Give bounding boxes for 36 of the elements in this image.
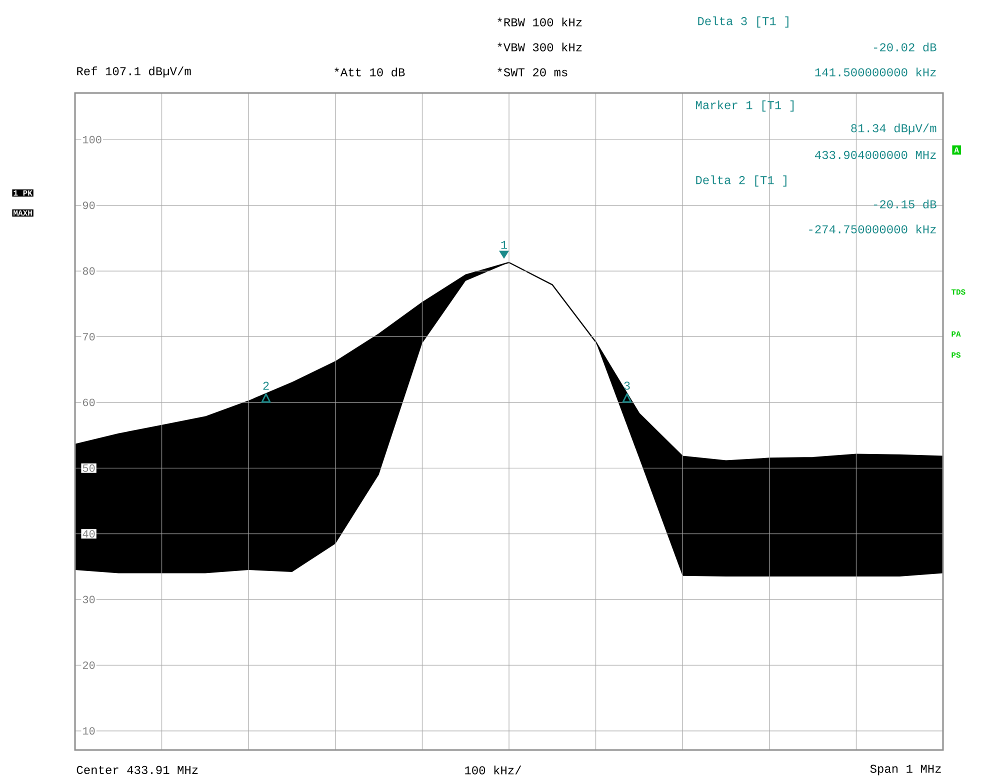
y-tick-label: 90 [82,202,95,210]
text: A [954,147,959,153]
annotation: Marker 1 [T1 ] [696,100,794,112]
y-tick-label: 50 [82,464,95,472]
y-tick-label: 60 [83,398,95,406]
y-tick-label: 80 [82,267,95,275]
y-tick-label: 40 [82,530,95,538]
annotation: 3 [624,382,630,390]
annotation: -274.750000000 kHz [809,224,936,234]
y-tick-label: 10 [83,727,95,735]
annotation: 2 [263,382,269,390]
text: 1 PK [14,190,32,196]
text: PA [952,331,961,337]
text: MAXH [14,210,32,216]
y-tick-label: 30 [82,596,95,604]
text: Span 1 MHz [870,764,941,776]
text: TDS [951,289,966,295]
text: *SWT 20 ms [498,68,568,76]
y-tick-label: 70 [83,333,95,340]
annotation: Delta 2 [T1 ] [696,175,786,187]
annotation: -20.15 dB [874,200,936,208]
annotation: 81.34 dBµV/m [851,123,936,134]
text: *RBW 100 kHz [498,18,582,26]
text: PS [952,352,961,358]
text: *Att 10 dB [334,68,405,76]
text: Center 433.91 MHz [76,766,198,774]
text: Delta 3 [T1 ] [698,16,788,28]
text: Ref 107.1 dBµV/m [77,66,191,78]
text: -20.02 dB [874,42,936,52]
annotation: 1 [501,240,508,249]
text: 100 kHz/ [465,766,522,774]
text: *VBW 300 kHz [498,42,582,52]
y-tick-label: 100 [83,136,102,144]
text: 141.500000000 kHz [815,68,936,76]
y-tick-label: 20 [82,662,95,669]
annotation: 433.904000000 MHz [814,150,936,160]
